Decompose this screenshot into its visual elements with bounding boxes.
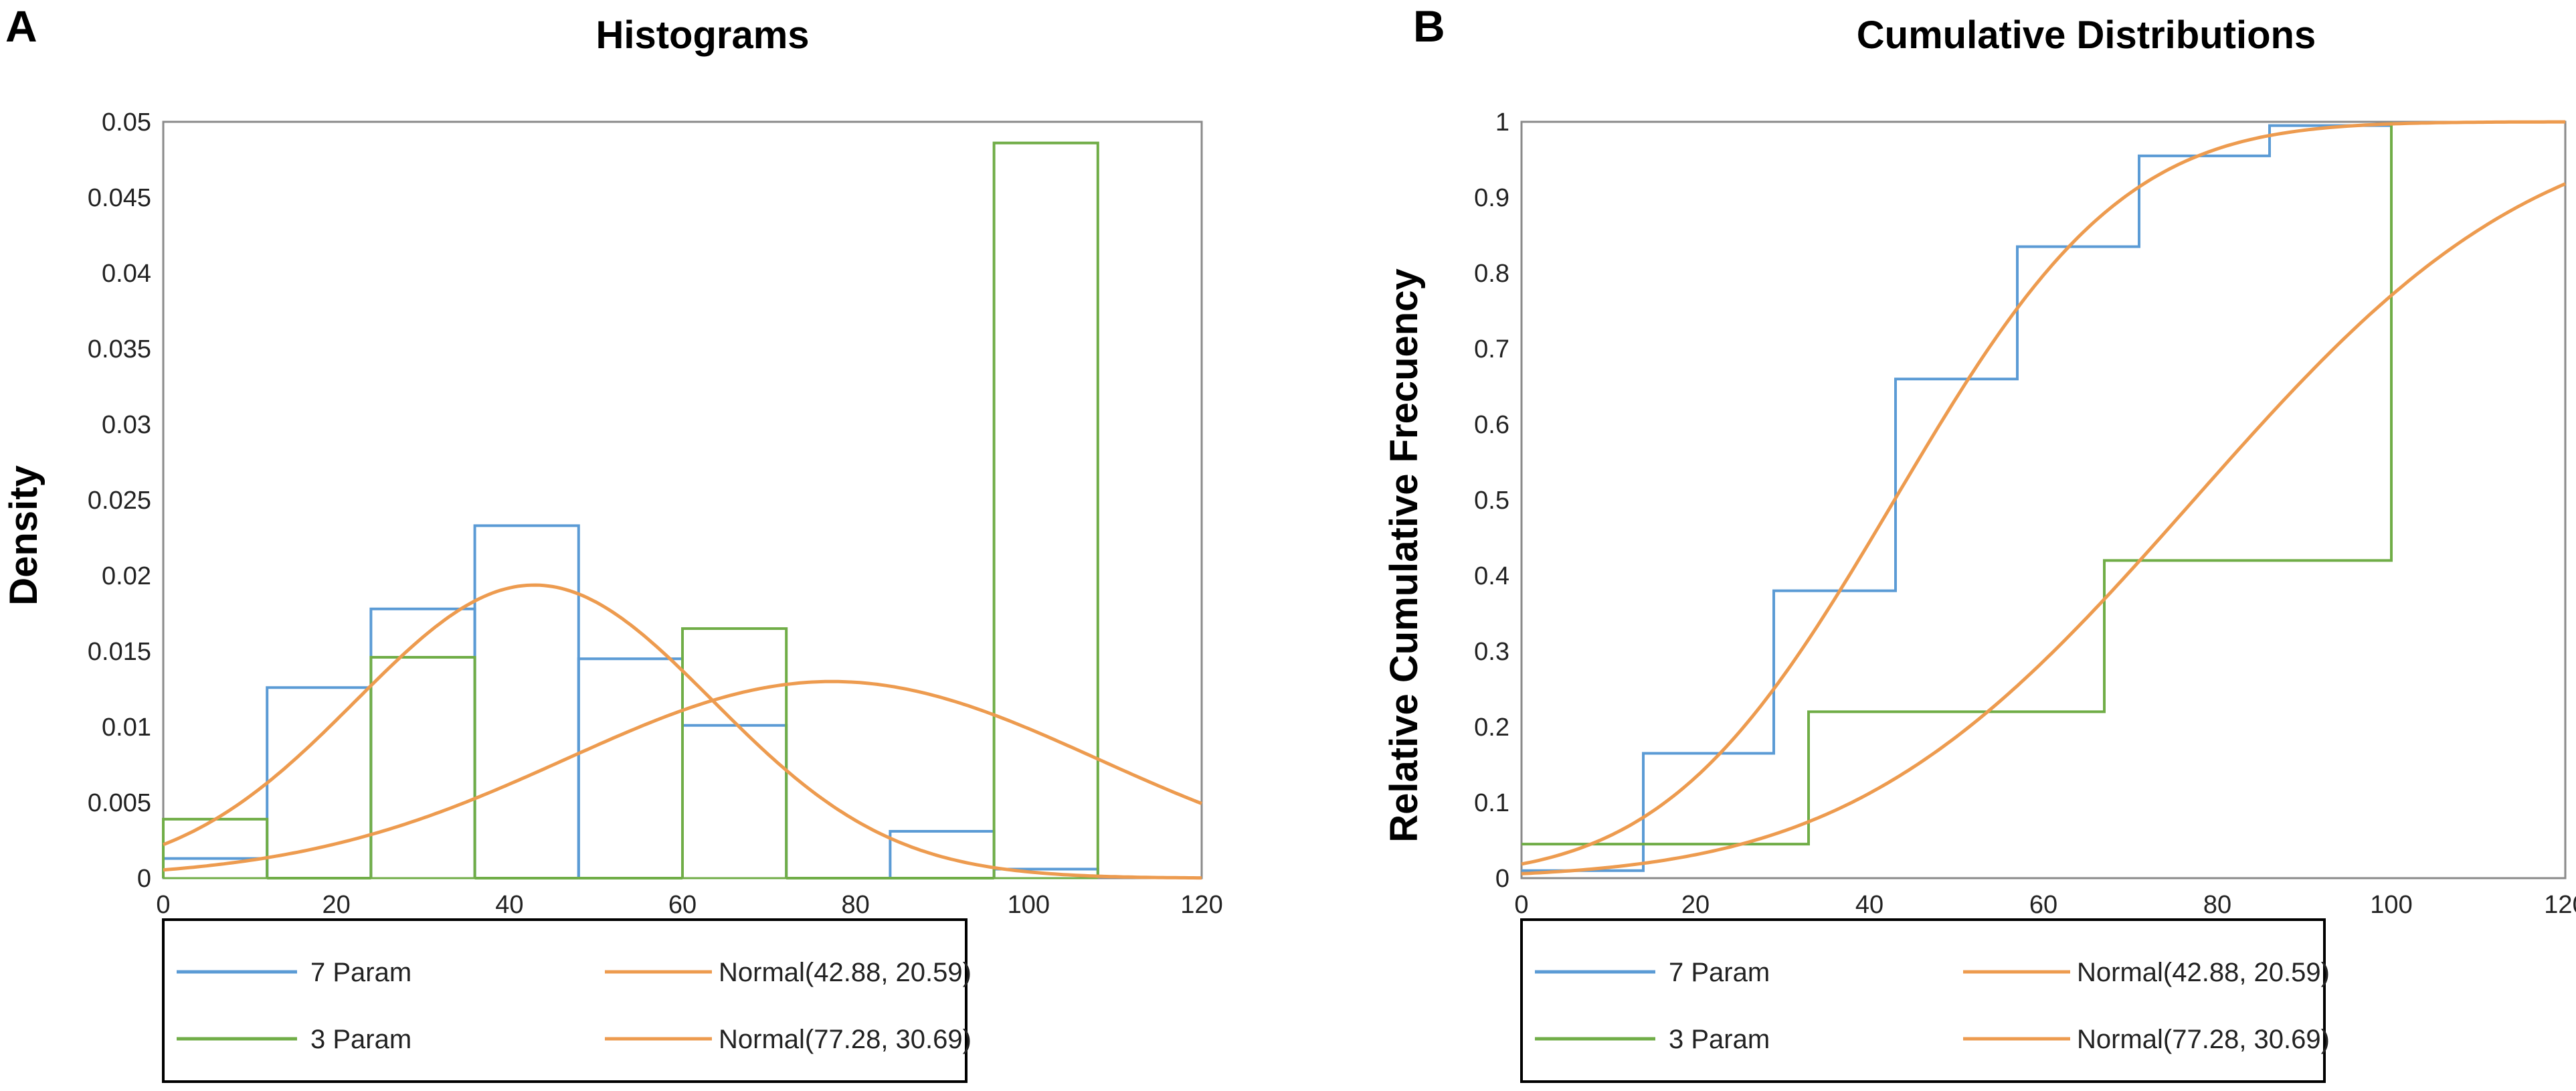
histograms-y-tick-label: 0.045 — [88, 184, 151, 212]
cumulative-y-tick-label: 0.2 — [1474, 714, 1509, 742]
legend-frame — [1520, 918, 2326, 1083]
legend-label: 3 Param — [310, 1025, 411, 1054]
7-param-bar — [889, 829, 996, 878]
legend-frame — [162, 918, 968, 1083]
histograms-x-tick-label: 0 — [156, 891, 170, 919]
legend-label: 7 Param — [1669, 958, 1770, 987]
histograms-y-tick-label: 0.02 — [102, 562, 151, 590]
cumulative-x-tick-label: 120 — [2544, 891, 2576, 919]
7-param-bar — [266, 686, 373, 878]
normal-77-28-30-69-curve — [1521, 182, 2566, 875]
legend-entry: 3 Param — [1535, 1025, 1770, 1054]
cumulative-x-tick-label: 100 — [2370, 891, 2412, 919]
legend-entry: 3 Param — [177, 1025, 411, 1054]
legend-label: 7 Param — [310, 958, 411, 987]
cumulative-x-tick-label: 20 — [1681, 891, 1710, 919]
cumulative-y-tick-label: 0.3 — [1474, 638, 1509, 666]
cumulative-y-tick-label: 0 — [1495, 865, 1509, 893]
histograms-y-tick-label: 0.025 — [88, 487, 151, 515]
cumulative-y-tick-label: 0.8 — [1474, 260, 1509, 288]
legend-entry: 7 Param — [177, 958, 411, 987]
cumulative-y-tick-label: 0.6 — [1474, 411, 1509, 439]
histograms-x-tick-label: 20 — [323, 891, 351, 919]
panel-letter-b: B — [1413, 1, 1445, 51]
histograms-y-tick-label: 0 — [137, 865, 151, 893]
cumulative-title: Cumulative Distributions — [1857, 13, 2316, 57]
legend-entry: Normal(77.28, 30.69) — [605, 1025, 972, 1054]
normal-77-28-30-69-curve — [163, 679, 1202, 872]
histograms-y-tick-label: 0.04 — [102, 260, 151, 288]
legend-entry: Normal(77.28, 30.69) — [1963, 1025, 2330, 1054]
cumulative-x-tick-label: 80 — [2203, 891, 2231, 919]
cumulative-x-tick-label: 0 — [1514, 891, 1528, 919]
histograms-x-tick-label: 100 — [1008, 891, 1050, 919]
cumulative-panel: B Cumulative Distributions Relative Cumu… — [1382, 1, 2576, 919]
cumulative-y-tick-label: 0.7 — [1474, 335, 1509, 363]
cumulative-y-axis-label: Relative Cumulative Frecuency — [1382, 268, 1426, 842]
histograms-x-tick-label: 80 — [842, 891, 870, 919]
3-param-bar — [992, 141, 1099, 878]
histograms-y-tick-label: 0.03 — [102, 411, 151, 439]
normal-42-88-20-59-curve — [163, 583, 1202, 880]
7-param-bar — [681, 724, 788, 878]
7-param-bar — [577, 657, 684, 878]
legend-entry: Normal(42.88, 20.59) — [605, 958, 972, 987]
histograms-y-tick-label: 0.01 — [102, 714, 151, 742]
cumulative-y-tick-label: 0.4 — [1474, 562, 1509, 590]
histograms-x-tick-label: 60 — [668, 891, 697, 919]
legend-entry: Normal(42.88, 20.59) — [1963, 958, 2330, 987]
histograms-y-tick-label: 0.05 — [102, 108, 151, 137]
normal-42-88-20-59-curve — [1521, 120, 2565, 866]
cumulative-plot-frame — [1520, 120, 2567, 879]
cumulative-x-tick-label: 60 — [2029, 891, 2057, 919]
legend-label: Normal(77.28, 30.69) — [719, 1025, 972, 1054]
cumulative-y-tick-label: 0.5 — [1474, 487, 1509, 515]
7-param-bar — [369, 607, 476, 878]
cumulative-x-tick-label: 40 — [1855, 891, 1883, 919]
histograms-y-axis-label: Density — [2, 465, 45, 606]
histograms-legend: 7 Param Normal(42.88, 20.59) 3 Param Normal… — [162, 918, 972, 1083]
7-param-bar — [473, 524, 580, 878]
histograms-x-tick-label: 120 — [1180, 891, 1222, 919]
histograms-x-tick-label: 40 — [495, 891, 523, 919]
cumulative-y-tick-label: 1 — [1495, 108, 1509, 137]
histograms-y-tick-label: 0.035 — [88, 335, 151, 363]
legend-entry: 7 Param — [1535, 958, 1770, 987]
3-param-bar — [369, 656, 476, 878]
legend-label: Normal(42.88, 20.59) — [2077, 958, 2330, 987]
legend-label: 3 Param — [1669, 1025, 1770, 1054]
cumulative-y-tick-label: 0.9 — [1474, 184, 1509, 212]
3-param-bar — [681, 627, 788, 878]
legend-label: Normal(77.28, 30.69) — [2077, 1025, 2330, 1054]
panel-letter-a: A — [5, 1, 37, 51]
histograms-panel: A Histograms Density 0 20 40 60 80 100 120 0 0.0… — [2, 1, 1223, 919]
3-param-step-line — [1522, 122, 2393, 846]
cumulative-legend: 7 Param Normal(42.88, 20.59) 3 Param Normal… — [1520, 918, 2330, 1083]
histograms-y-tick-label: 0.015 — [88, 638, 151, 666]
7-param-step-line — [1522, 122, 2393, 872]
histograms-y-tick-label: 0.005 — [88, 789, 151, 817]
legend-label: Normal(42.88, 20.59) — [719, 958, 972, 987]
cumulative-y-tick-label: 0.1 — [1474, 789, 1509, 817]
histograms-title: Histograms — [595, 13, 809, 57]
